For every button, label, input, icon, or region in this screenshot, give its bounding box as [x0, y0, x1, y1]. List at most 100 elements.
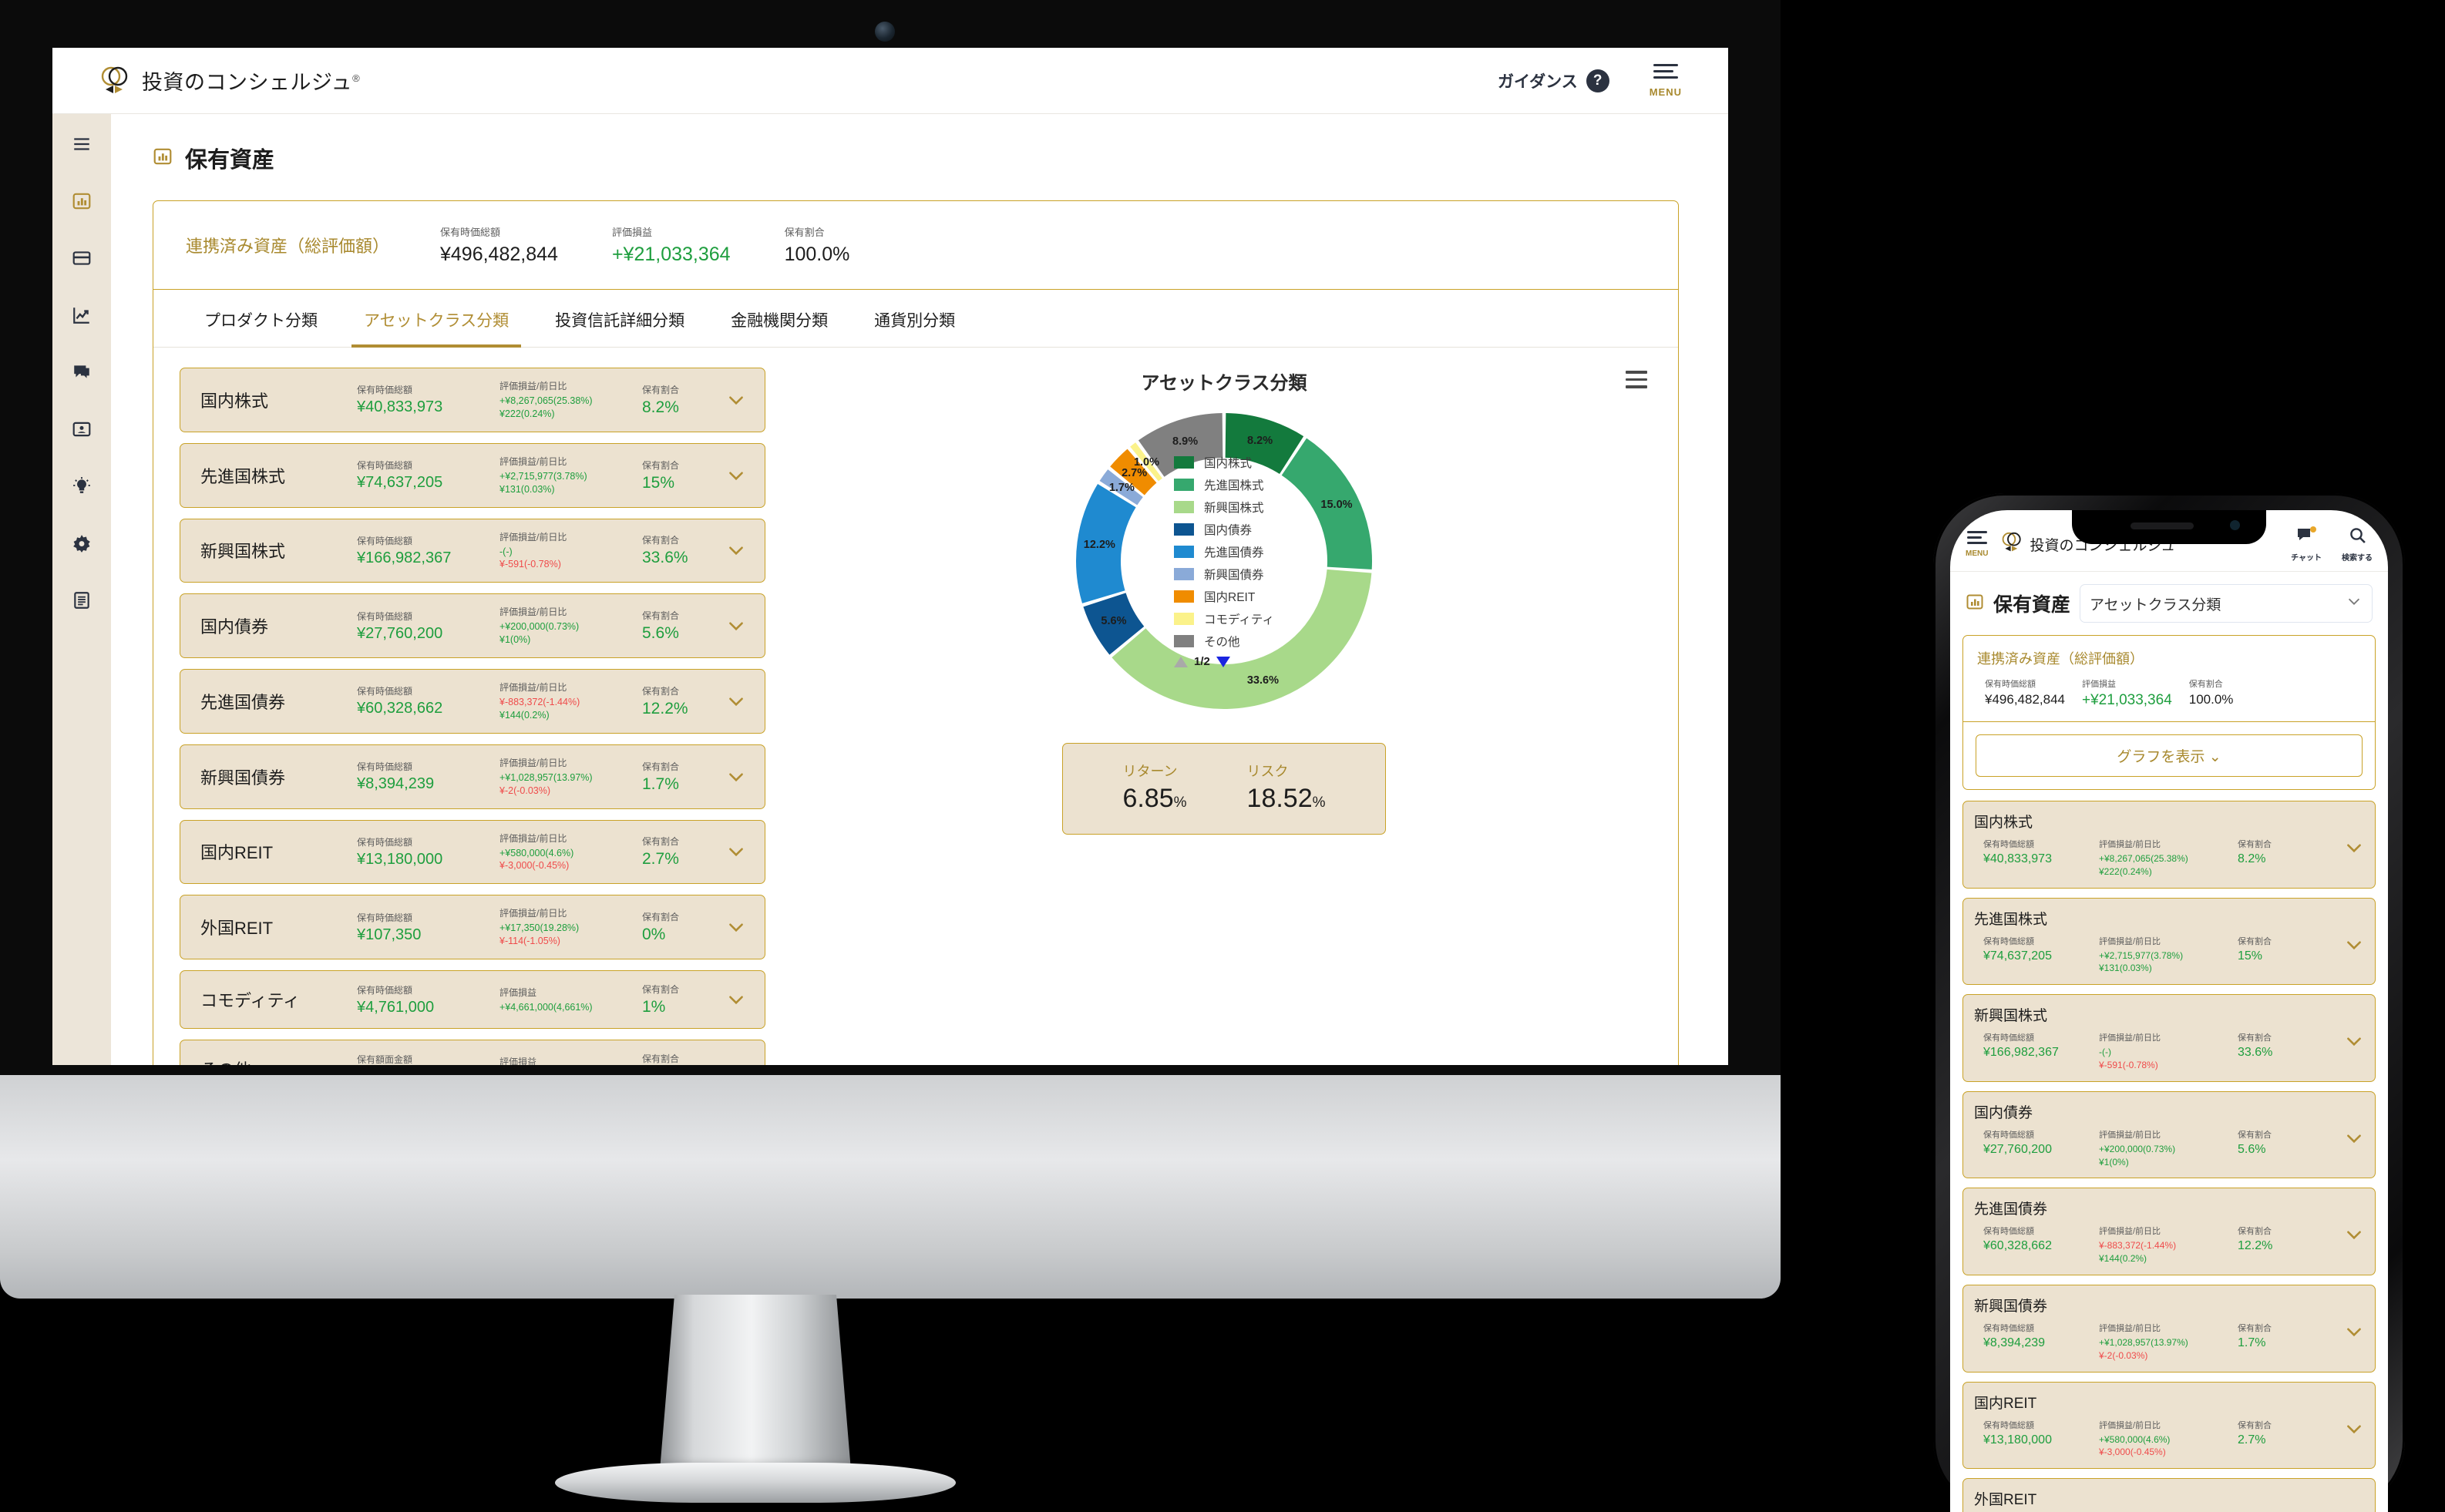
list-item[interactable]: 外国REIT保有時価総額¥107,350評価損益/前日比+¥17,350(19.…: [1962, 1478, 2376, 1512]
asset-name: その他: [200, 1057, 357, 1065]
contact-card-icon[interactable]: [69, 416, 95, 442]
chevron-down-icon[interactable]: [723, 465, 749, 486]
chevron-down-icon[interactable]: [723, 767, 749, 787]
donut-slice[interactable]: [1112, 569, 1372, 709]
list-item[interactable]: 国内債券 保有時価総額 ¥27,760,200 評価損益/前日比 +¥200,000(0…: [1962, 1090, 2376, 1179]
bar-chart-icon[interactable]: [69, 188, 95, 214]
asset-day-change: ¥144(0.2%): [2099, 1253, 2147, 1265]
table-row[interactable]: 先進国株式 保有時価総額 ¥74,637,205 評価損益/前日比 +¥2,715,97…: [180, 442, 765, 508]
chevron-down-icon[interactable]: [723, 990, 749, 1010]
chat-icon[interactable]: [69, 359, 95, 385]
table-row[interactable]: 国内株式 保有時価総額 ¥40,833,973 評価損益/前日比 +¥8,267,065…: [180, 368, 765, 432]
donut-slice[interactable]: [1281, 438, 1372, 570]
table-row[interactable]: 外国REIT 保有時価総額 ¥107,350 評価損益/前日比 +¥17,350(19.…: [180, 895, 765, 959]
tab-fund-detail[interactable]: 投資信託詳細分類: [555, 312, 685, 330]
list-item[interactable]: 国内株式 保有時価総額 ¥40,833,973 評価損益/前日比 +¥8,267,065…: [1962, 801, 2376, 889]
asset-ratio: 保有割合 1.7%: [642, 760, 723, 794]
chevron-down-icon[interactable]: [2344, 1419, 2364, 1443]
brand[interactable]: 投資のコンシェルジュ®: [99, 65, 360, 97]
hamburger-icon[interactable]: [69, 131, 95, 157]
card-icon[interactable]: [69, 245, 95, 271]
chevron-down-icon[interactable]: [723, 691, 749, 711]
page-down-icon[interactable]: [1216, 656, 1230, 667]
asset-pl-label: 評価損益/前日比: [2099, 1033, 2161, 1043]
list-item[interactable]: 新興国株式 保有時価総額 ¥166,982,367 評価損益/前日比 -(-) ¥-591…: [1962, 994, 2376, 1082]
return-metric: リターン 6.85%: [1122, 761, 1186, 814]
line-chart-icon[interactable]: [69, 302, 95, 328]
classification-select[interactable]: アセットクラス分類: [2080, 584, 2373, 623]
legend-item[interactable]: 先進国債券: [1174, 543, 1264, 560]
asset-pl-label: 評価損益/前日比: [2099, 1227, 2161, 1237]
donut-slice[interactable]: [1110, 449, 1157, 496]
chevron-down-icon[interactable]: [723, 917, 749, 937]
chevron-down-icon[interactable]: [2344, 935, 2364, 959]
asset-ratio-value: 2.7%: [2238, 1433, 2266, 1446]
donut-slice[interactable]: [1138, 413, 1223, 477]
asset-pl-amount: -(-): [499, 546, 513, 557]
document-icon[interactable]: [69, 587, 95, 613]
legend-item[interactable]: 国内REIT: [1174, 588, 1255, 605]
legend-item[interactable]: 国内株式: [1174, 454, 1252, 471]
legend-item[interactable]: 新興国株式: [1174, 499, 1264, 516]
donut-slice[interactable]: [1099, 469, 1143, 506]
chart-menu-icon[interactable]: [1626, 371, 1647, 393]
stat-ratio: 保有割合 100.0%: [785, 224, 850, 266]
chevron-down-icon[interactable]: [2344, 838, 2364, 862]
legend-pager[interactable]: 1/2: [1174, 655, 1230, 668]
list-item[interactable]: 新興国債券 保有時価総額 ¥8,394,239 評価損益/前日比 +¥1,028,957…: [1962, 1284, 2376, 1373]
asset-name: 国内REIT: [200, 843, 274, 863]
hamburger-icon: [1966, 531, 1987, 547]
menu-button[interactable]: MENU: [1650, 63, 1682, 98]
tab-asset-class[interactable]: アセットクラス分類: [341, 290, 532, 348]
table-row[interactable]: 国内REIT 保有時価総額 ¥13,180,000 評価損益/前日比 +¥580,000…: [180, 819, 765, 885]
tab-product[interactable]: プロダクト分類: [204, 312, 318, 330]
chevron-down-icon[interactable]: [723, 842, 749, 862]
donut-slice[interactable]: [1225, 413, 1304, 474]
list-item[interactable]: 先進国債券 保有時価総額 ¥60,328,662 評価損益/前日比 ¥-883,372(…: [1962, 1188, 2376, 1275]
list-item[interactable]: 国内REIT 保有時価総額 ¥13,180,000 評価損益/前日比 +¥580,000…: [1962, 1381, 2376, 1470]
chevron-down-icon[interactable]: [723, 540, 749, 560]
table-row[interactable]: 新興国債券 保有時価総額 ¥8,394,239 評価損益/前日比 +¥1,028,957…: [180, 744, 765, 809]
legend-item[interactable]: コモディティ: [1174, 610, 1274, 627]
asset-pl-amount: +¥2,715,977(3.78%): [2099, 949, 2184, 961]
chevron-down-icon[interactable]: [2344, 1128, 2364, 1152]
chevron-down-icon[interactable]: [723, 1059, 749, 1065]
legend-swatch: [1174, 456, 1194, 469]
legend-item[interactable]: その他: [1174, 633, 1240, 650]
chevron-down-icon[interactable]: [723, 390, 749, 410]
help-icon[interactable]: ?: [1586, 69, 1609, 92]
asset-ratio-label: 保有割合: [642, 459, 680, 471]
page-up-icon[interactable]: [1174, 656, 1188, 667]
donut-slice-label: 8.2%: [1247, 434, 1273, 447]
table-row[interactable]: 国内債券 保有時価総額 ¥27,760,200 評価損益/前日比 +¥200,000(0…: [180, 593, 765, 658]
legend-item[interactable]: 新興国債券: [1174, 566, 1264, 583]
donut-slice[interactable]: [1076, 483, 1136, 603]
legend-item[interactable]: 先進国株式: [1174, 476, 1264, 493]
table-row[interactable]: 新興国株式 保有時価総額 ¥166,982,367 評価損益/前日比 -(-) ¥-591…: [180, 518, 765, 583]
gear-icon[interactable]: [69, 530, 95, 556]
mobile-menu-button[interactable]: MENU: [1966, 531, 1988, 558]
phone-notch: [2072, 510, 2266, 544]
tab-institution[interactable]: 金融機関分類: [731, 312, 829, 330]
guidance-button[interactable]: ガイダンス ?: [1498, 69, 1609, 92]
legend-label: 国内REIT: [1204, 591, 1256, 604]
show-graph-button[interactable]: グラフを表示 ⌄: [1976, 734, 2363, 777]
lightbulb-icon[interactable]: [69, 473, 95, 499]
mobile-chat-button[interactable]: チャット: [2291, 526, 2322, 563]
mobile-search-button[interactable]: 検索する: [2342, 526, 2373, 563]
table-row[interactable]: 先進国債券 保有時価総額 ¥60,328,662 評価損益/前日比 ¥-883,372(…: [180, 669, 765, 734]
asset-ratio-value: 1%: [642, 998, 666, 1016]
chevron-down-icon[interactable]: [2344, 1031, 2364, 1055]
stat-market-value: 保有時価総額 ¥496,482,844: [440, 224, 558, 266]
legend-item[interactable]: 国内債券: [1174, 521, 1252, 538]
chevron-down-icon[interactable]: [723, 616, 749, 636]
donut-slice[interactable]: [1130, 442, 1162, 482]
tab-currency[interactable]: 通貨別分類: [874, 312, 956, 330]
chevron-down-icon[interactable]: [2344, 1322, 2364, 1346]
table-row[interactable]: コモディティ 保有時価総額 ¥4,761,000 評価損益 +¥4,661,000(4,…: [180, 970, 765, 1029]
donut-slice[interactable]: [1083, 593, 1145, 655]
chevron-down-icon[interactable]: [2344, 1225, 2364, 1248]
list-item[interactable]: 先進国株式 保有時価総額 ¥74,637,205 評価損益/前日比 +¥2,715,97…: [1962, 897, 2376, 986]
asset-ratio-label: 保有割合: [2238, 1227, 2272, 1237]
